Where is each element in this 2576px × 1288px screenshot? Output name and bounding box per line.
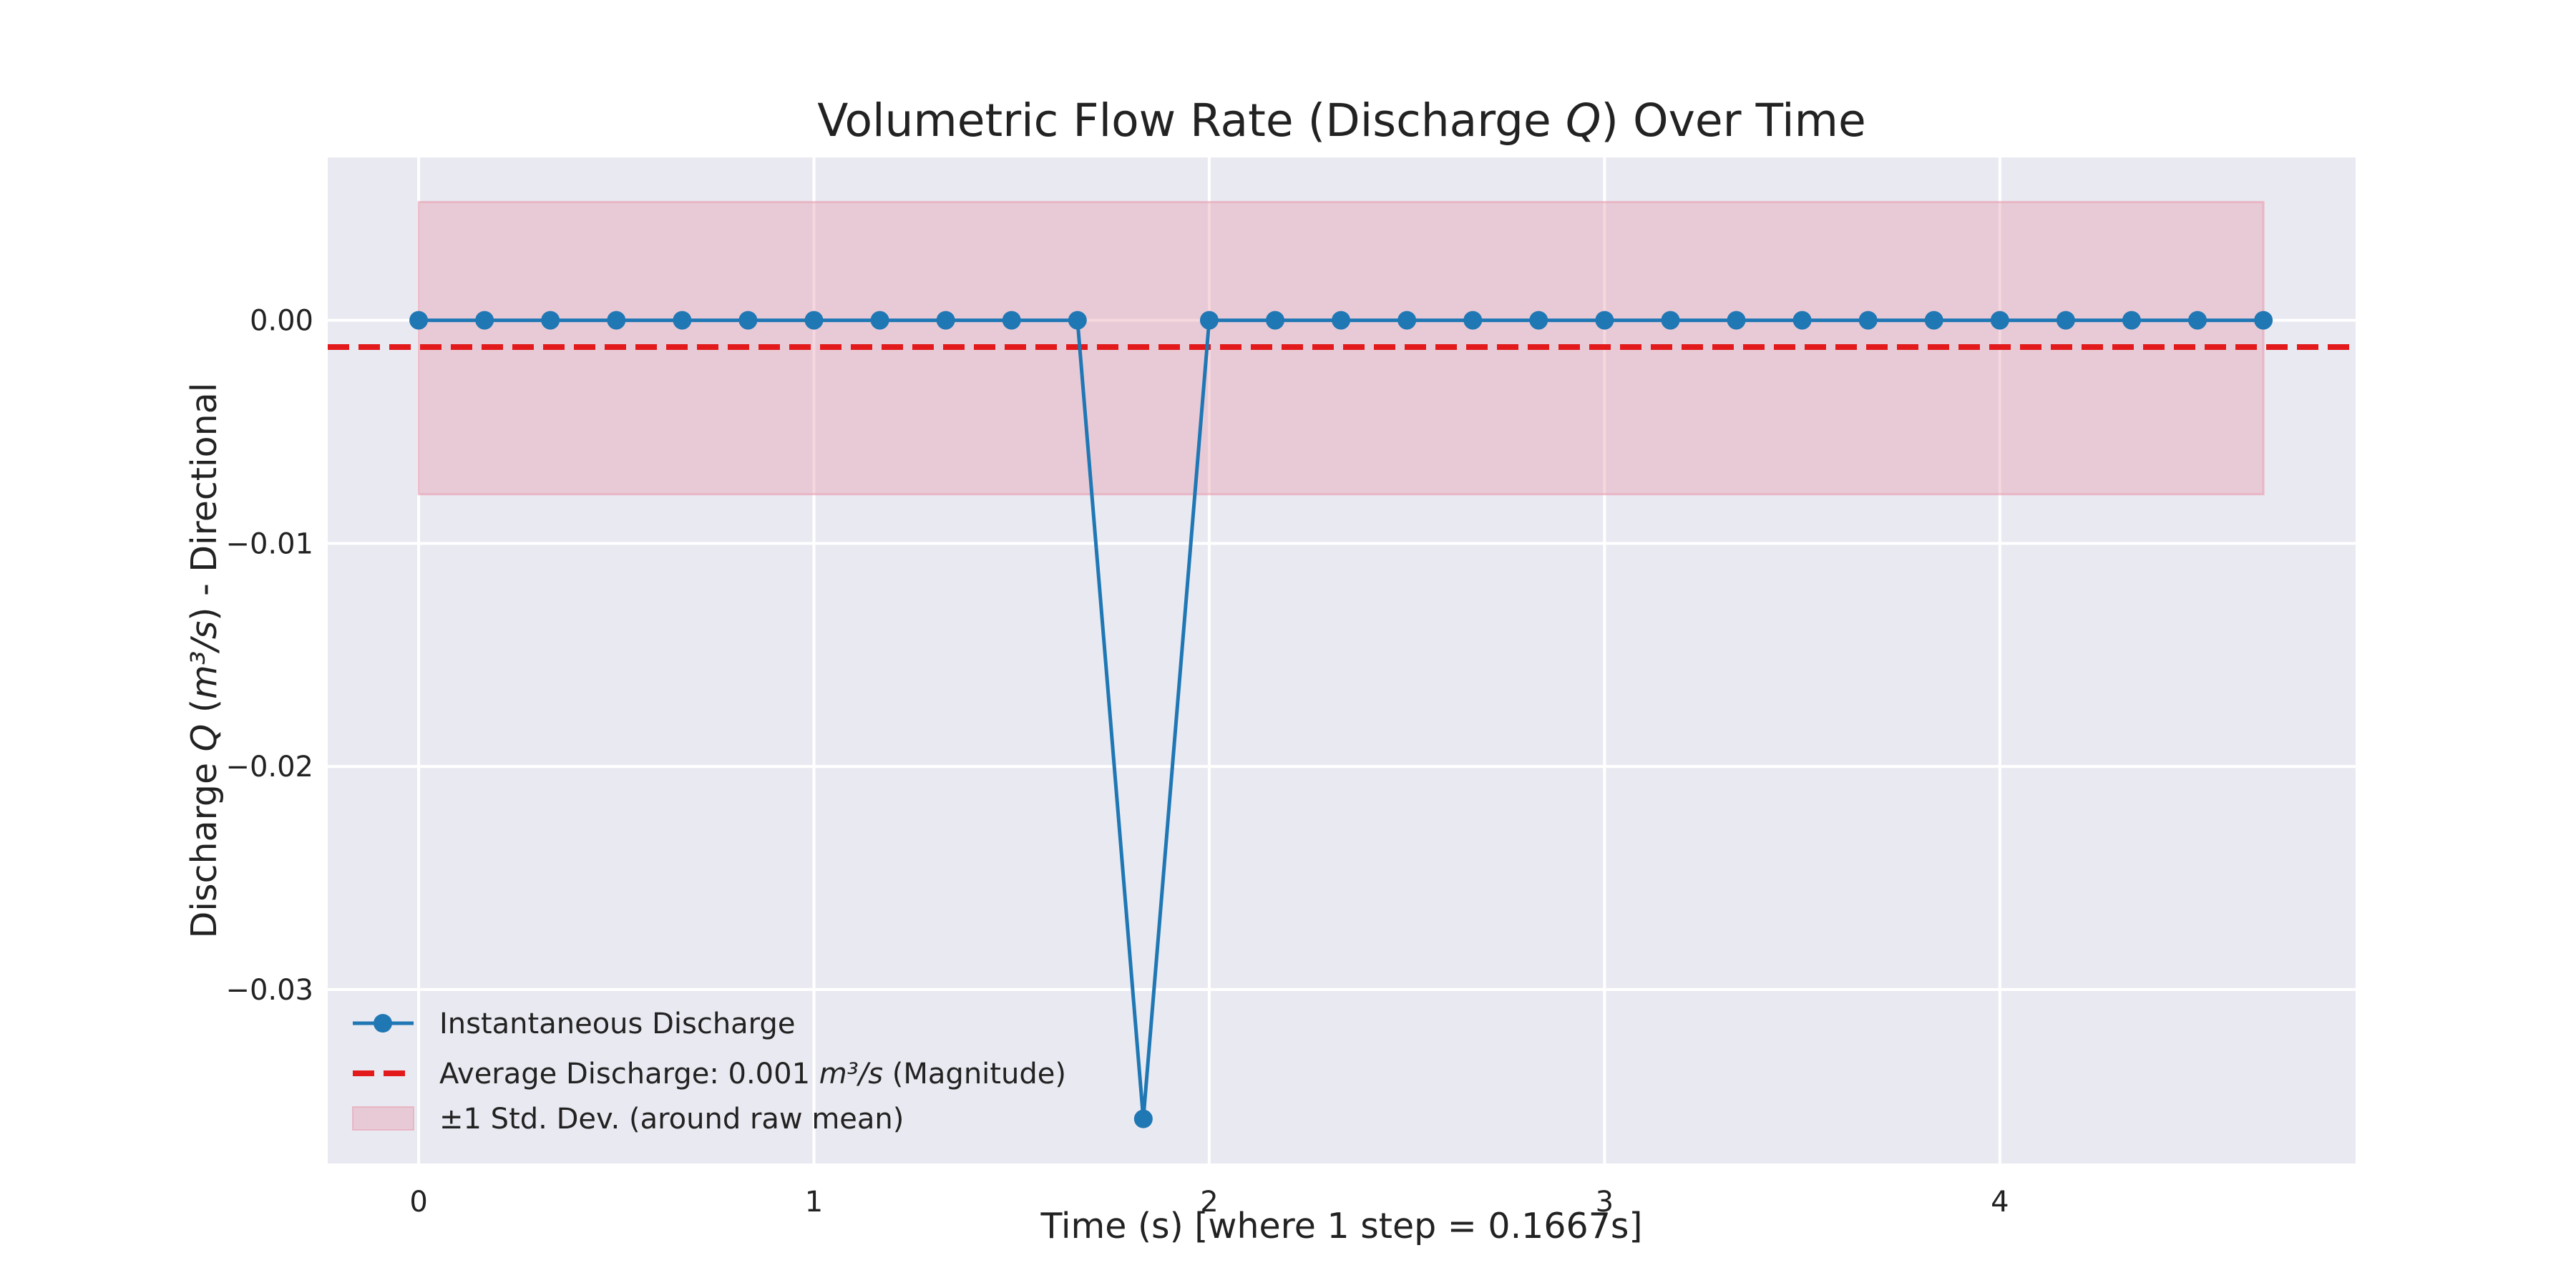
data-point — [1463, 311, 1483, 330]
data-point — [673, 311, 692, 330]
data-point — [936, 311, 955, 330]
data-point — [2188, 311, 2207, 330]
data-point — [1199, 311, 1219, 330]
y-tick-label: 0.00 — [250, 305, 313, 338]
data-point — [870, 311, 889, 330]
data-point — [541, 311, 560, 330]
legend-band-swatch — [352, 1106, 414, 1131]
data-point — [1068, 311, 1087, 330]
legend-label-average: Average Discharge: 0.001 m³/s (Magnitude… — [439, 1058, 1066, 1091]
x-tick-label: 3 — [1596, 1186, 1614, 1219]
data-point — [1133, 1109, 1153, 1128]
std-dev-band — [417, 200, 2265, 496]
data-point — [2122, 311, 2141, 330]
legend-label-discharge: Instantaneous Discharge — [439, 1008, 795, 1040]
y-axis-label: Discharge Q (m³/s) - Directional — [184, 383, 225, 939]
data-point — [1727, 311, 1746, 330]
x-tick-label: 0 — [409, 1186, 427, 1219]
data-point — [1529, 311, 1548, 330]
data-point — [1266, 311, 1285, 330]
y-tick-label: −0.03 — [225, 974, 313, 1007]
chart-title: Volumetric Flow Rate (Discharge Q) Over … — [817, 94, 1866, 147]
data-point — [738, 311, 758, 330]
data-point — [607, 311, 626, 330]
data-point — [1661, 311, 1680, 330]
data-point — [1332, 311, 1351, 330]
x-tick-label: 4 — [1991, 1186, 2009, 1219]
data-point — [1990, 311, 2009, 330]
data-point — [1002, 311, 1021, 330]
x-tick-label: 2 — [1200, 1186, 1218, 1219]
x-axis-label: Time (s) [where 1 step = 0.1667s] — [1040, 1206, 1642, 1246]
legend-label-std-dev: ±1 Std. Dev. (around raw mean) — [439, 1103, 904, 1136]
data-point — [1858, 311, 1878, 330]
data-point — [2056, 311, 2075, 330]
legend-marker-swatch — [374, 1014, 392, 1033]
data-point — [1924, 311, 1943, 330]
data-point — [1397, 311, 1417, 330]
y-tick-label: −0.01 — [225, 527, 313, 560]
data-point — [409, 311, 429, 330]
data-point — [804, 311, 824, 330]
data-point — [1595, 311, 1614, 330]
y-tick-label: −0.02 — [225, 751, 313, 784]
x-tick-label: 1 — [805, 1186, 823, 1219]
data-point — [2254, 311, 2273, 330]
data-point — [1792, 311, 1812, 330]
data-point — [475, 311, 494, 330]
